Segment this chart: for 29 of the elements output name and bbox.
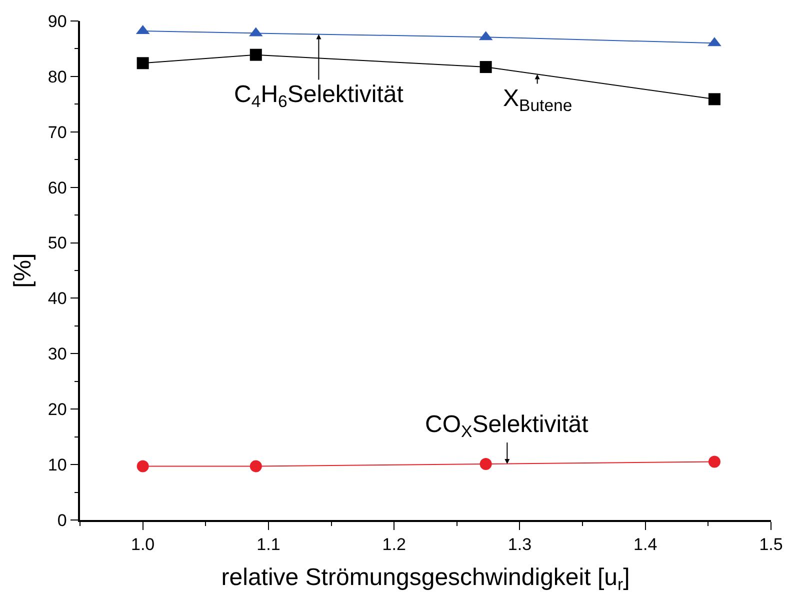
x-tick-label: 1.0 <box>131 535 155 554</box>
point <box>136 57 149 70</box>
x-tick-label: 1.2 <box>382 535 406 554</box>
point <box>708 93 720 106</box>
x-tick-label: 1.1 <box>256 535 280 554</box>
point <box>250 460 262 472</box>
y-tick-label: 40 <box>48 289 67 308</box>
y-tick-label: 0 <box>57 510 67 530</box>
annotation: CO$_{X}$Selektivität <box>425 411 589 442</box>
point <box>708 456 720 468</box>
y-tick-label: 90 <box>48 12 67 31</box>
y-tick-label: 50 <box>48 234 67 253</box>
annotation: C$_{4}$H$_{6}$Selektivität <box>234 81 404 112</box>
y-tick-label: 80 <box>48 67 67 86</box>
y-axis-title: [%] <box>10 253 37 288</box>
point <box>480 458 492 470</box>
y-tick-label: 10 <box>48 456 67 475</box>
point <box>480 61 492 74</box>
x-tick-label: 1.3 <box>508 535 532 554</box>
point <box>136 460 149 472</box>
x-tick-label: 1.4 <box>634 535 658 554</box>
y-tick-label: 70 <box>48 122 67 142</box>
y-tick-label: 30 <box>48 344 67 364</box>
point <box>250 48 262 61</box>
y-tick-label: 20 <box>48 400 67 420</box>
x-tick-label: 1.5 <box>759 535 783 554</box>
y-tick-label: 60 <box>48 178 67 198</box>
annotation: X$_{Butene}$ <box>503 85 572 116</box>
x-axis-title: relative Strömungsgeschwindigkeit [u$_{r}$] <box>221 564 630 594</box>
